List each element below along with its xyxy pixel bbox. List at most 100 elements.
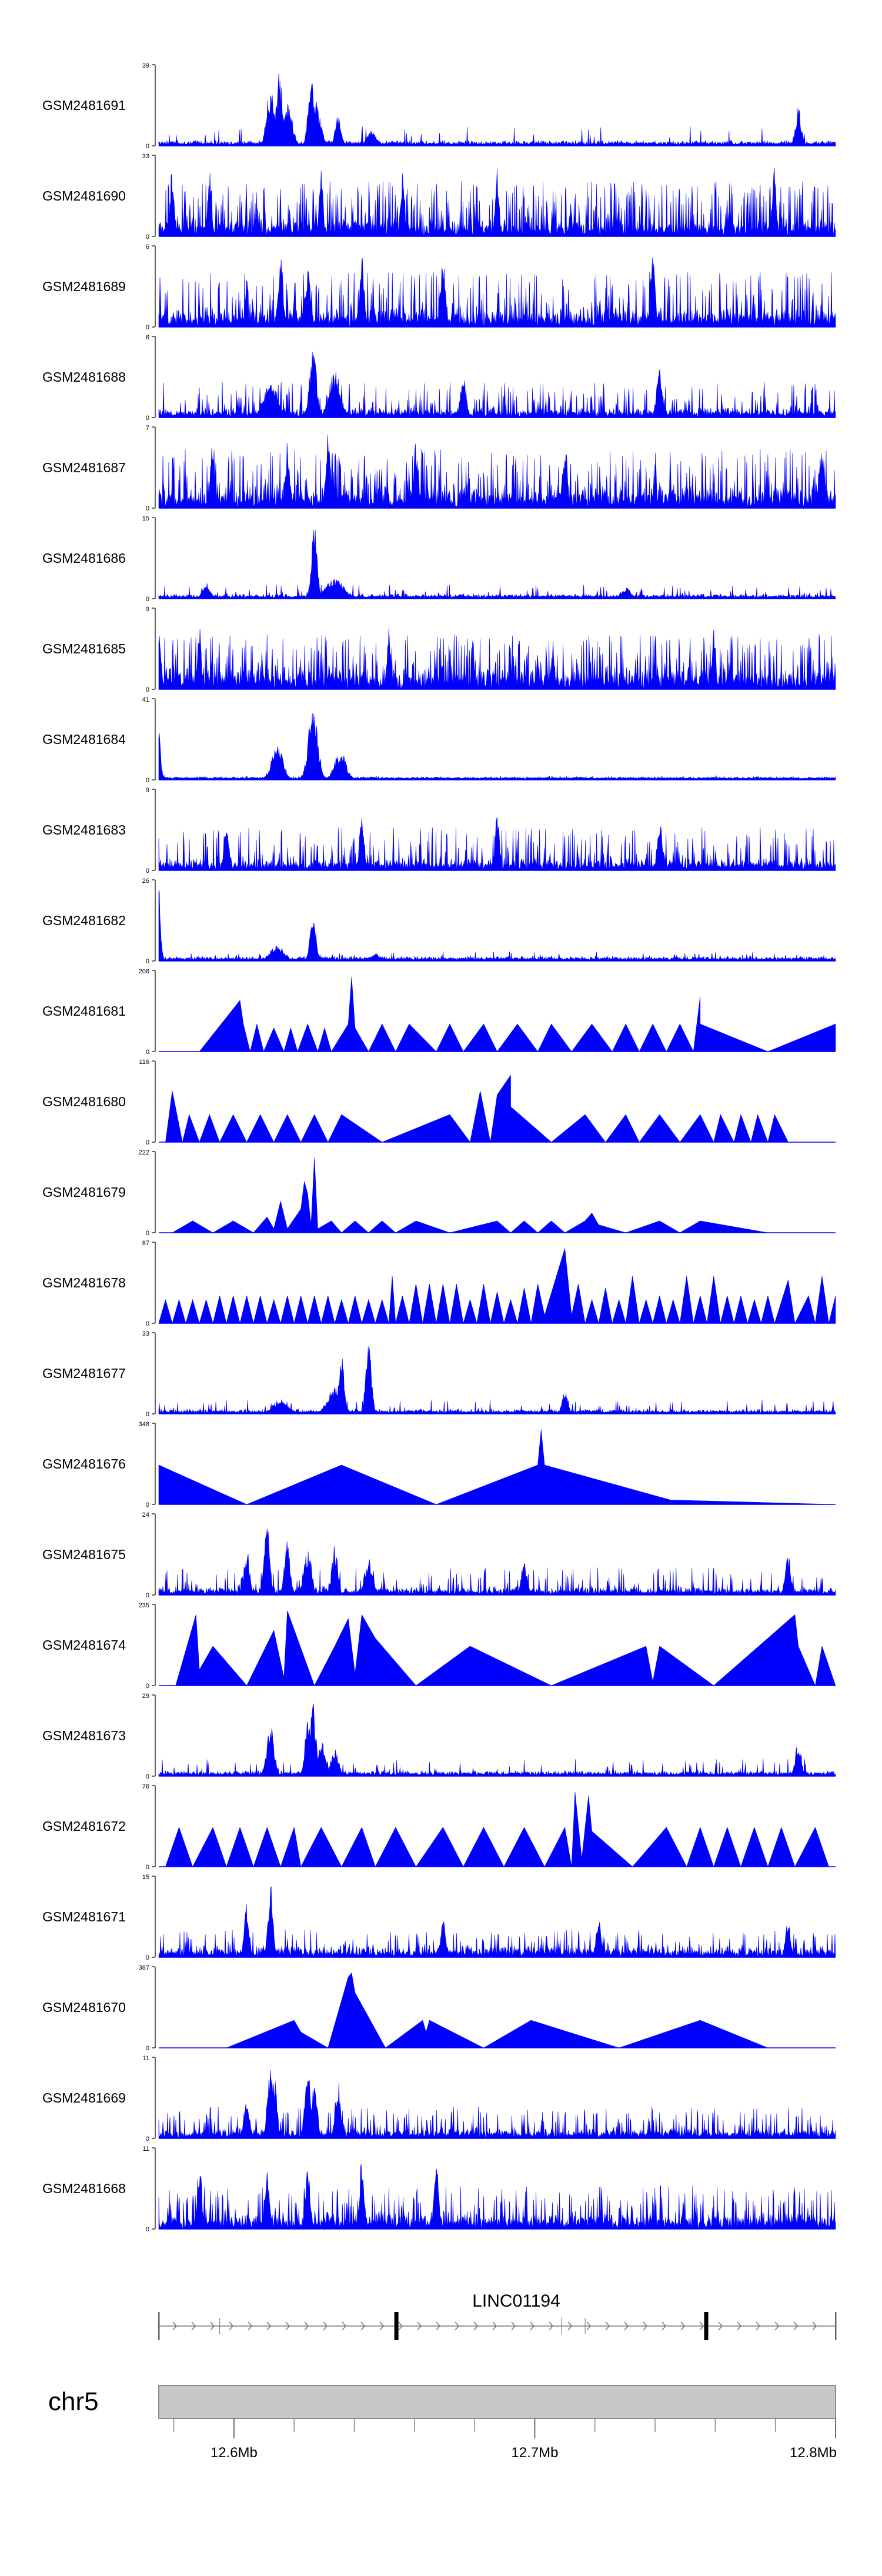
track-label: GSM2481675 <box>42 1547 126 1562</box>
track-y-axis: 70 <box>146 425 156 512</box>
strand-arrow-icon <box>172 2321 177 2331</box>
coverage-signal <box>158 1248 836 1324</box>
strand-arrow-icon <box>455 2321 459 2331</box>
exon-block <box>158 2312 160 2340</box>
strand-arrow-icon <box>417 2321 422 2331</box>
strand-arrow-icon <box>737 2321 741 2331</box>
track-GSM2481679: GSM2481679 222 0 <box>42 1149 836 1237</box>
strand-arrow-icon <box>793 2321 798 2331</box>
strand-arrow-icon <box>774 2321 779 2331</box>
exon-block <box>394 2312 399 2340</box>
track-label: GSM2481680 <box>42 1094 126 1109</box>
y-max-label: 33 <box>142 1330 149 1337</box>
y-min-label: 0 <box>146 1592 149 1599</box>
track-y-axis: 11 0 <box>143 2145 156 2233</box>
track-label: GSM2481681 <box>42 1003 126 1019</box>
track-label: GSM2481670 <box>42 2000 126 2015</box>
track-label: GSM2481673 <box>42 1728 126 1743</box>
y-max-label: 29 <box>142 1693 149 1700</box>
y-min-label: 0 <box>146 686 149 693</box>
track-y-axis: 387 0 <box>139 1964 156 2052</box>
strand-arrow-icon <box>624 2321 629 2331</box>
y-min-label: 0 <box>146 233 149 241</box>
y-min-label: 0 <box>146 2226 149 2233</box>
track-y-axis: 41 0 <box>142 696 156 784</box>
coverage-signal <box>159 1610 836 1687</box>
strand-arrow-icon <box>473 2321 478 2331</box>
y-max-label: 87 <box>142 1240 149 1247</box>
track-GSM2481672: GSM2481672 76 0 <box>42 1783 836 1871</box>
y-min-label: 0 <box>146 415 149 422</box>
track-label: GSM2481687 <box>42 460 126 475</box>
track-label: GSM2481677 <box>42 1366 126 1381</box>
strand-arrow-icon <box>304 2321 309 2331</box>
coverage-signal <box>158 2164 836 2230</box>
coverage-signal <box>158 1429 836 1505</box>
strand-arrow-icon <box>360 2321 365 2331</box>
track-y-axis: 29 0 <box>142 1693 156 1780</box>
track-label: GSM2481688 <box>42 369 126 385</box>
y-max-label: 6 <box>146 334 149 341</box>
track-label: GSM2481668 <box>42 2181 126 2196</box>
y-min-label: 0 <box>146 596 149 603</box>
track-GSM2481669: GSM2481669 11 0 <box>42 2055 836 2143</box>
strand-arrow-icon <box>492 2321 497 2331</box>
y-min-label: 0 <box>146 1864 149 1871</box>
track-label: GSM2481686 <box>42 550 126 566</box>
strand-arrow-icon <box>756 2321 760 2331</box>
y-min-label: 0 <box>146 2045 149 2052</box>
coverage-signal <box>158 167 836 237</box>
strand-arrow-icon <box>398 2321 403 2331</box>
coverage-signal <box>158 1886 836 1958</box>
track-GSM2481682: GSM2481682 26 0 <box>42 877 836 965</box>
track-y-axis: 33 0 <box>142 153 156 241</box>
track-GSM2481691: GSM2481691 39 0 <box>42 62 836 150</box>
y-max-label: 222 <box>139 1149 149 1156</box>
coverage-signal <box>158 257 836 328</box>
track-label: GSM2481690 <box>42 188 126 203</box>
strand-arrow-icon <box>379 2321 384 2331</box>
strand-arrow-icon <box>662 2321 666 2331</box>
axis-tick-label: 12.8Mb <box>790 2445 837 2461</box>
track-y-axis: 11 0 <box>143 2055 156 2143</box>
gene-label: LINC01194 <box>472 2291 560 2311</box>
track-label: GSM2481672 <box>42 1818 126 1834</box>
y-max-label: 39 <box>142 62 149 69</box>
track-GSM2481671: GSM2481671 15 0 <box>42 1874 836 1961</box>
y-max-label: 116 <box>139 1059 149 1066</box>
y-min-label: 0 <box>146 867 149 875</box>
track-GSM2481688: GSM2481688 6 0 <box>42 334 836 422</box>
track-label: GSM2481679 <box>42 1184 126 1200</box>
strand-arrow-icon <box>567 2321 572 2331</box>
track-GSM2481678: GSM2481678 87 0 <box>42 1240 836 1327</box>
track-label: GSM2481682 <box>42 913 126 928</box>
y-max-label: 6 <box>146 243 149 251</box>
track-GSM2481690: GSM2481690 33 0 <box>42 153 836 241</box>
track-GSM2481675: GSM2481675 24 0 <box>42 1511 836 1599</box>
y-max-label: 76 <box>142 1783 149 1790</box>
track-y-axis: 87 0 <box>142 1240 156 1327</box>
track-label: GSM2481691 <box>42 98 126 113</box>
coverage-signal <box>159 1157 836 1233</box>
track-GSM2481668: GSM2481668 11 0 <box>42 2145 836 2233</box>
y-max-label: 7 <box>146 425 149 432</box>
track-label: GSM2481689 <box>42 279 126 294</box>
y-max-label: 206 <box>139 968 149 975</box>
exon-block <box>835 2312 837 2340</box>
track-GSM2481677: GSM2481677 33 0 <box>42 1330 836 1418</box>
track-y-axis: 24 0 <box>142 1511 156 1599</box>
track-y-axis: 76 0 <box>142 1783 156 1871</box>
y-max-label: 9 <box>146 787 149 794</box>
coverage-signal <box>158 817 836 871</box>
gene-track: LINC01194 <box>158 2291 837 2340</box>
strand-arrow-icon <box>229 2321 233 2331</box>
y-max-label: 11 <box>143 2145 149 2153</box>
y-max-label: 24 <box>142 1511 149 1519</box>
track-y-axis: 60 <box>146 243 156 331</box>
y-max-label: 15 <box>142 515 149 522</box>
strand-arrow-icon <box>210 2321 215 2331</box>
